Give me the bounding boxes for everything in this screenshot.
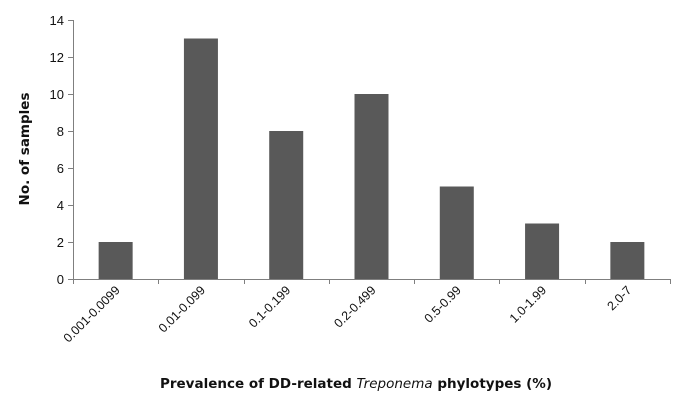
y-tick-label: 10 bbox=[50, 87, 64, 102]
x-axis-ticks: 0.001-0.0099 0.01-0.099 0.1-0.199 0.2-0.499… bbox=[61, 279, 671, 345]
x-tick-label: 0.2-0.499 bbox=[331, 283, 378, 330]
y-tick-label: 12 bbox=[50, 50, 64, 65]
bar bbox=[98, 242, 133, 279]
y-tick-label: 0 bbox=[57, 272, 64, 287]
x-tick-label: 0.001-0.0099 bbox=[61, 283, 123, 345]
x-tick-label: 0.1-0.199 bbox=[246, 283, 293, 330]
bars bbox=[98, 38, 645, 279]
x-tick-label: 1.0-1.99 bbox=[507, 283, 549, 325]
y-tick-label: 14 bbox=[50, 13, 64, 28]
bar bbox=[525, 223, 560, 279]
bar bbox=[610, 242, 645, 279]
x-axis-title-italic: Treponema bbox=[356, 376, 432, 392]
x-axis-title-part-1: Prevalence of DD-related bbox=[160, 376, 357, 392]
x-tick-label: 0.5-0.99 bbox=[422, 283, 464, 325]
bar bbox=[269, 131, 304, 279]
y-tick-label: 2 bbox=[57, 235, 64, 250]
x-tick-label: 2.0-7 bbox=[604, 283, 634, 313]
y-tick-label: 6 bbox=[57, 161, 64, 176]
bar bbox=[354, 94, 389, 279]
y-axis-title-group: No. of samples bbox=[17, 93, 33, 206]
x-tick-label: 0.01-0.099 bbox=[156, 283, 208, 335]
y-axis-ticks: 0 2 4 6 8 10 12 14 bbox=[50, 13, 73, 287]
y-axis-title: No. of samples bbox=[17, 93, 33, 206]
y-tick-label: 8 bbox=[57, 124, 64, 139]
y-tick-label: 4 bbox=[57, 198, 64, 213]
x-axis-title: Prevalence of DD-related Treponema phylo… bbox=[160, 376, 552, 392]
bar bbox=[439, 186, 474, 279]
bar bbox=[183, 38, 218, 279]
x-axis-title-part-2: phylotypes (%) bbox=[433, 376, 552, 392]
